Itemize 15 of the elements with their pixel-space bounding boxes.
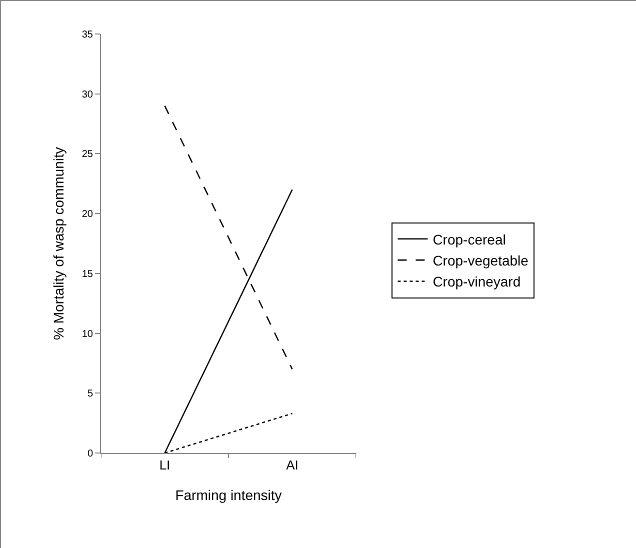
y-tick-label: 0	[87, 448, 94, 460]
legend-label: Crop-vegetable	[432, 252, 529, 269]
y-tick-label: 15	[82, 268, 94, 280]
y-tick-label: 30	[82, 89, 94, 100]
legend-label: Crop-cereal	[432, 231, 506, 248]
x-tick-label: LI	[159, 458, 170, 473]
y-tick-label: 10	[82, 328, 94, 340]
y-tick-label: 35	[82, 30, 94, 40]
y-tick-label: 25	[82, 149, 94, 160]
y-tick-label: 20	[82, 209, 94, 220]
legend-label: Crop-vineyard	[432, 274, 521, 290]
y-tick-label: 5	[87, 388, 94, 400]
y-axis-title: % Mortality of wasp community	[50, 147, 66, 340]
x-axis-title: Farming intensity	[175, 486, 282, 503]
x-tick-label: AI	[286, 458, 298, 473]
